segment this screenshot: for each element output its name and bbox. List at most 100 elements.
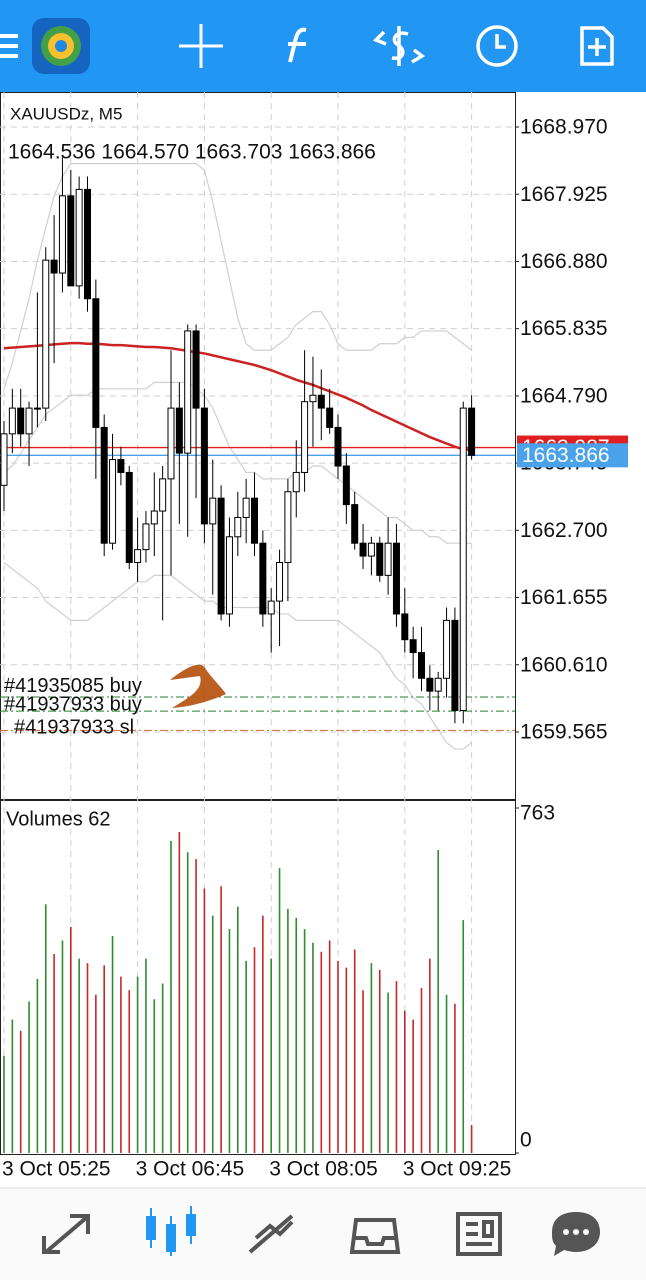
templates-button[interactable] <box>580 26 614 66</box>
candle-body <box>75 188 83 287</box>
candle-body <box>234 516 242 538</box>
trade-tab[interactable] <box>248 1214 294 1254</box>
candle-body <box>359 542 367 557</box>
candle-body <box>225 536 233 615</box>
candle-body <box>84 188 91 300</box>
candle-body <box>301 401 309 473</box>
price-label-box <box>517 443 628 468</box>
candle-body <box>42 259 50 409</box>
x-tick-label: 3 Oct 06:45 <box>136 1158 245 1181</box>
y-tick-label: 0 <box>520 1129 532 1152</box>
y-tick-label: 1661.655 <box>520 586 608 609</box>
candle-body <box>451 619 459 711</box>
candle-body <box>367 542 375 557</box>
period-button[interactable] <box>476 25 518 67</box>
candle-body <box>242 497 250 518</box>
candle-body <box>17 407 25 435</box>
x-tick-label: 3 Oct 08:05 <box>269 1158 378 1181</box>
candle-body <box>0 433 8 486</box>
candle-body <box>376 542 384 576</box>
candle-body <box>117 459 125 473</box>
history-tab[interactable] <box>349 1218 401 1254</box>
candle-body <box>351 504 359 544</box>
y-tick-label: 763 <box>520 802 555 825</box>
candle-body <box>401 613 409 641</box>
candle-body <box>50 259 58 274</box>
candle-body <box>125 471 133 563</box>
band-line <box>3 562 472 750</box>
price-label: 1663.866 <box>522 444 610 467</box>
y-tick-label: 1659.565 <box>520 721 608 744</box>
crosshair-button[interactable] <box>179 24 223 68</box>
candle-body <box>25 407 33 435</box>
x-tick-label: 3 Oct 09:25 <box>403 1158 512 1181</box>
y-tick-label: 1662.700 <box>520 519 608 542</box>
candle-body <box>384 542 392 576</box>
candle-body <box>109 459 117 544</box>
moving-average <box>3 341 472 452</box>
candle-body <box>468 407 476 456</box>
plot-layer: 1668.970 1667.925 1666.880 1665.835 1664.790… <box>0 92 628 1181</box>
chat-tab[interactable] <box>552 1212 600 1256</box>
menu-button[interactable] <box>0 34 18 58</box>
candle-body <box>142 523 150 551</box>
order-label: #41937933 buy <box>4 693 142 715</box>
candle-body <box>392 542 400 615</box>
candle-body <box>284 491 292 563</box>
y-tick-label: 1665.835 <box>520 317 608 340</box>
candle-body <box>443 619 451 679</box>
y-tick-label: 1667.925 <box>520 183 608 206</box>
volume-panel-frame <box>0 800 516 1155</box>
chart-tab[interactable] <box>146 1206 196 1256</box>
app-bar <box>0 0 646 92</box>
candle-body <box>259 542 267 615</box>
y-tick-label: 1664.790 <box>520 384 608 407</box>
indicators-button[interactable] <box>288 27 307 63</box>
candle-body <box>251 497 258 544</box>
band-line <box>3 381 472 544</box>
candle-body <box>92 298 100 428</box>
candle-body <box>58 195 66 274</box>
candle-body <box>8 407 16 435</box>
x-tick-label: 3 Oct 05:25 <box>2 1158 111 1181</box>
candle-body <box>209 497 217 525</box>
candle-body <box>334 426 342 467</box>
candle-body <box>184 330 192 454</box>
candle-body <box>418 652 425 679</box>
candle-body <box>100 426 108 544</box>
candle-body <box>409 639 417 654</box>
candle-body <box>175 407 183 454</box>
candle-body <box>167 407 175 480</box>
trade-button[interactable] <box>372 26 426 66</box>
y-tick-label: 1666.880 <box>520 250 608 273</box>
candle-body <box>67 195 75 287</box>
volume-title: Volumes 62 <box>6 808 111 830</box>
band-line <box>3 163 472 389</box>
symbol-title: XAUUSDz, M5 <box>10 104 122 123</box>
candle-body <box>200 407 208 525</box>
quotes-tab[interactable] <box>42 1214 90 1254</box>
candle-body <box>309 394 317 403</box>
news-tab[interactable] <box>456 1212 502 1256</box>
app-logo[interactable] <box>32 18 90 74</box>
candle-body <box>317 394 325 409</box>
candle-body <box>342 465 350 506</box>
bottom-nav <box>0 1188 646 1280</box>
candle-body <box>33 407 41 410</box>
scribble <box>170 664 226 708</box>
candle-body <box>276 561 284 602</box>
candle-body <box>150 510 158 525</box>
candle-body <box>217 497 225 615</box>
candle-body <box>292 471 300 493</box>
y-tick-label: 1668.970 <box>520 116 608 139</box>
candle-body <box>426 677 434 692</box>
order-label: #41935085 buy <box>4 675 142 697</box>
order-label: #41937933 sl <box>14 717 134 739</box>
candle-body <box>267 600 275 615</box>
candle-body <box>134 549 142 563</box>
candle-body <box>459 407 467 711</box>
candle-body <box>326 407 334 428</box>
candle-body <box>434 677 442 692</box>
